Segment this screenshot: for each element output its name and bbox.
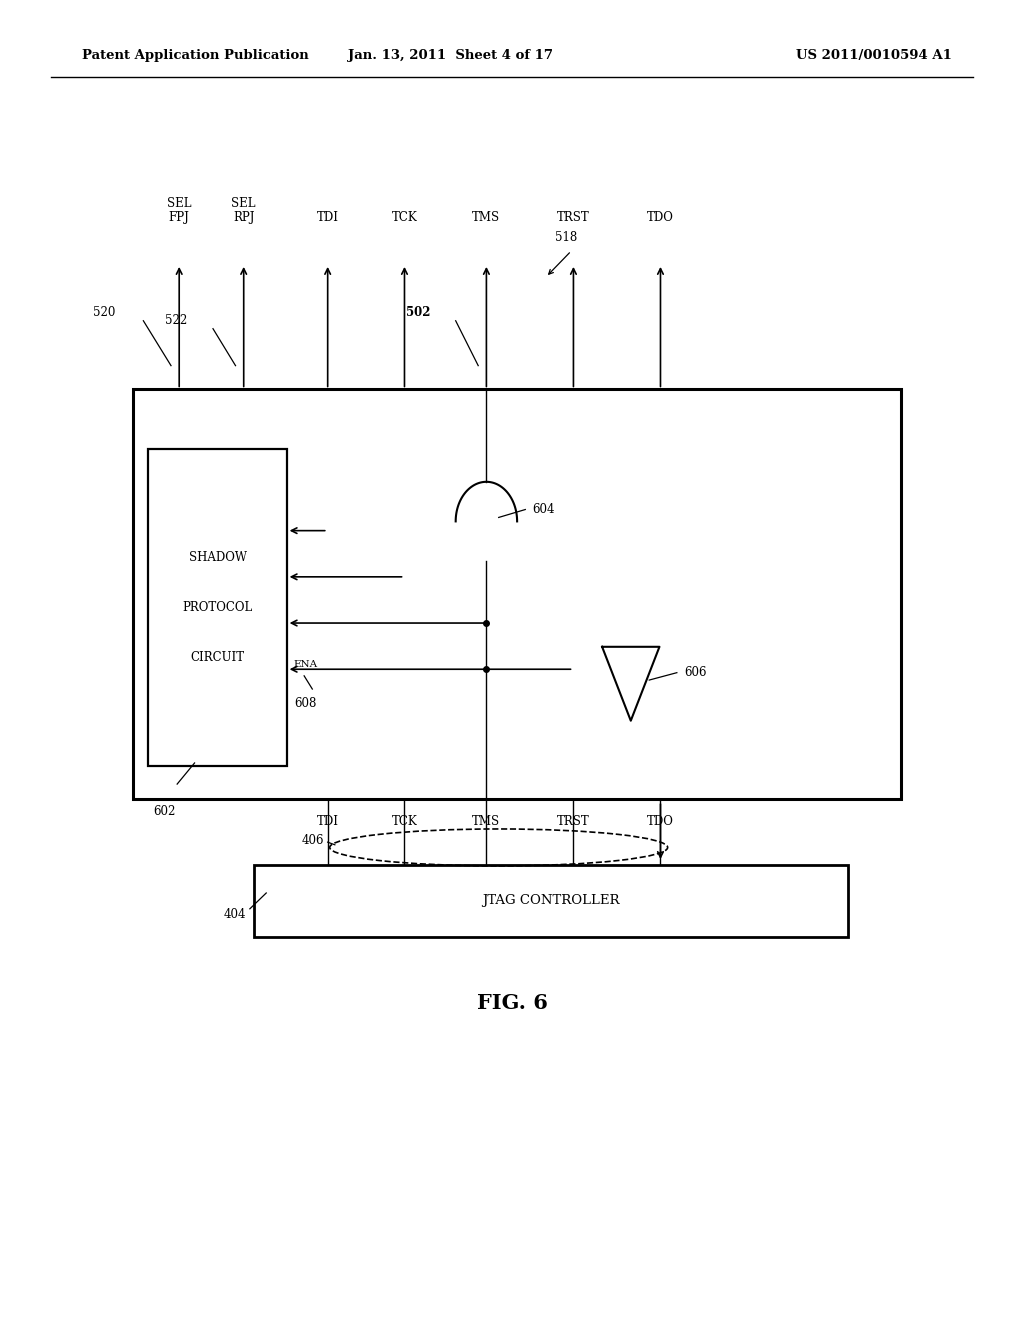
Text: CIRCUIT: CIRCUIT [190, 651, 245, 664]
Text: TDI: TDI [316, 814, 339, 828]
Text: PROTOCOL: PROTOCOL [182, 601, 253, 614]
Text: Jan. 13, 2011  Sheet 4 of 17: Jan. 13, 2011 Sheet 4 of 17 [348, 49, 553, 62]
Text: 522: 522 [165, 314, 187, 327]
Text: US 2011/0010594 A1: US 2011/0010594 A1 [797, 49, 952, 62]
Text: 502: 502 [406, 306, 430, 319]
Bar [148, 449, 287, 766]
Text: TDO: TDO [647, 814, 674, 828]
Text: Patent Application Publication: Patent Application Publication [82, 49, 308, 62]
Bar [254, 865, 848, 937]
Text: TMS: TMS [472, 814, 501, 828]
Text: 604: 604 [532, 503, 555, 516]
Text: TRST: TRST [557, 211, 590, 224]
Text: 608: 608 [294, 697, 316, 710]
Text: TCK: TCK [391, 211, 418, 224]
Text: TDI: TDI [316, 211, 339, 224]
Text: 406: 406 [302, 834, 325, 847]
Text: 520: 520 [93, 306, 116, 319]
Text: TRST: TRST [557, 814, 590, 828]
Bar [133, 389, 901, 799]
Text: JTAG CONTROLLER: JTAG CONTROLLER [482, 895, 620, 907]
Text: 602: 602 [154, 805, 176, 818]
Text: TCK: TCK [391, 814, 418, 828]
Text: SEL
FPJ: SEL FPJ [167, 198, 191, 224]
Text: 404: 404 [223, 908, 246, 920]
Text: TDO: TDO [647, 211, 674, 224]
Text: SEL
RPJ: SEL RPJ [231, 198, 256, 224]
Text: ENA: ENA [294, 660, 318, 669]
Text: FIG. 6: FIG. 6 [476, 993, 548, 1014]
Text: TMS: TMS [472, 211, 501, 224]
Text: 518: 518 [555, 231, 578, 244]
Text: SHADOW: SHADOW [188, 550, 247, 564]
Text: 606: 606 [684, 667, 707, 680]
